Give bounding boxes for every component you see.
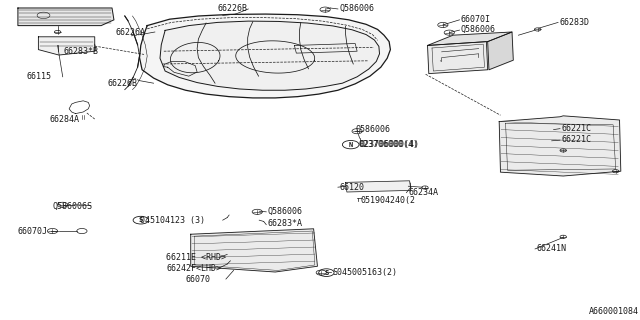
- Text: 66115: 66115: [27, 72, 52, 81]
- Text: 66070J: 66070J: [18, 227, 48, 236]
- Text: 023706000(4): 023706000(4): [358, 140, 419, 149]
- Text: 66226B: 66226B: [108, 79, 138, 88]
- Text: 66120: 66120: [339, 183, 364, 192]
- Text: 66283*B: 66283*B: [64, 47, 99, 56]
- Text: Q586006: Q586006: [339, 4, 374, 12]
- Text: Q586006S: Q586006S: [52, 202, 93, 211]
- Polygon shape: [140, 14, 390, 98]
- Text: 66070I: 66070I: [461, 15, 491, 24]
- Text: 051904240(2: 051904240(2: [360, 196, 415, 205]
- Text: S045005163(2): S045005163(2): [333, 268, 398, 277]
- Text: 66226B: 66226B: [218, 4, 248, 12]
- Polygon shape: [428, 42, 488, 74]
- Polygon shape: [18, 8, 114, 26]
- Text: 66283*A: 66283*A: [268, 220, 303, 228]
- Text: 66221C: 66221C: [562, 135, 592, 144]
- Text: 66284A: 66284A: [50, 115, 80, 124]
- Polygon shape: [38, 37, 95, 55]
- Polygon shape: [191, 229, 317, 272]
- Polygon shape: [499, 116, 621, 176]
- Text: 023706000(4): 023706000(4): [360, 140, 420, 149]
- Text: 66234A: 66234A: [408, 188, 438, 197]
- Text: A660001084: A660001084: [589, 307, 639, 316]
- Text: 66242F<LHD>: 66242F<LHD>: [166, 264, 221, 273]
- Text: 66221C: 66221C: [562, 124, 592, 132]
- Text: 045104123 (3): 045104123 (3): [140, 216, 205, 225]
- Polygon shape: [346, 181, 411, 192]
- Text: 66211E <RHD>: 66211E <RHD>: [166, 253, 227, 262]
- Text: S: S: [139, 217, 143, 223]
- Text: S: S: [324, 270, 328, 276]
- Polygon shape: [488, 32, 513, 70]
- Text: Q586006: Q586006: [355, 125, 390, 134]
- Text: N: N: [349, 142, 353, 148]
- Text: 66241N: 66241N: [536, 244, 566, 253]
- Text: 66283D: 66283D: [560, 18, 590, 27]
- Text: Q586006: Q586006: [461, 25, 496, 34]
- Polygon shape: [160, 21, 380, 90]
- Polygon shape: [428, 32, 512, 45]
- Text: 66070: 66070: [186, 275, 211, 284]
- Text: 66226A: 66226A: [115, 28, 145, 36]
- Text: Q586006: Q586006: [268, 207, 303, 216]
